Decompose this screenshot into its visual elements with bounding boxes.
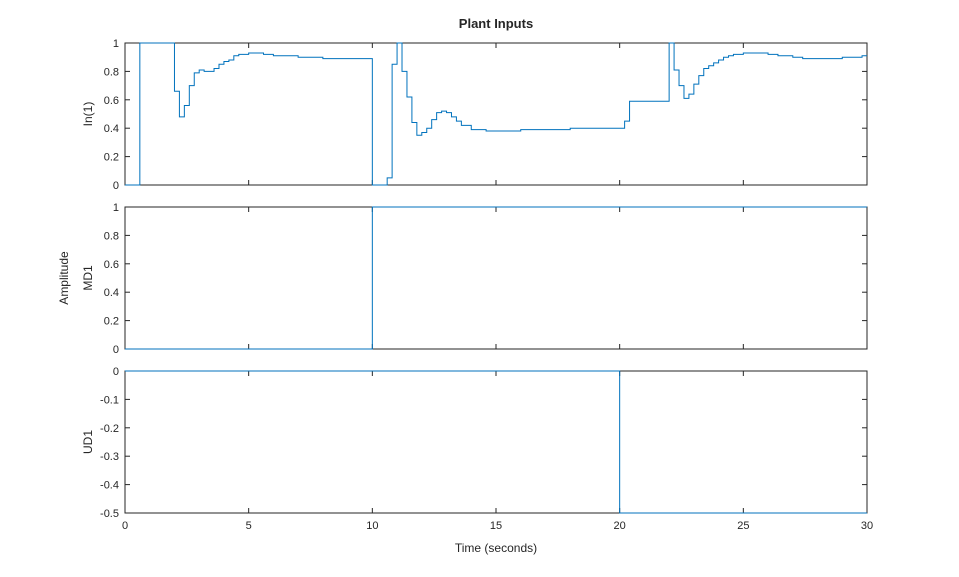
subplot-2-series-line	[125, 206, 867, 350]
x-tick-label: 5	[246, 520, 252, 532]
x-tick-label: 15	[490, 520, 502, 532]
y-tick-label: -0.4	[100, 480, 119, 492]
y-tick-label: 0.4	[104, 123, 119, 135]
subplot-1-y-label: In(1)	[81, 102, 95, 127]
x-tick-label: 30	[861, 520, 873, 532]
y-tick-label: -0.5	[100, 508, 119, 520]
subplot-2-axes-box	[124, 206, 868, 350]
x-tick-label: 10	[366, 520, 378, 532]
subplot-2-y-label: MD1	[81, 265, 95, 291]
y-tick-label: 0	[113, 180, 119, 192]
y-tick-label: 1	[113, 202, 119, 214]
y-tick-label: 0.4	[104, 287, 119, 299]
y-tick-label: 0.2	[104, 152, 119, 164]
y-tick-label: -0.3	[100, 451, 119, 463]
subplots-group: 0 0.2 0.4 0.6 0.8 1 In(1) 0 0.2 0.4 0.6 0.8 1 MD1 -0.5…	[81, 38, 873, 532]
x-axis-label: Time (seconds)	[455, 541, 537, 555]
y-tick-label: 0	[113, 344, 119, 356]
y-tick-label: 1	[113, 38, 119, 50]
subplot-1-axes-box	[124, 42, 868, 186]
x-tick-label: 25	[737, 520, 749, 532]
subplot-2: 0 0.2 0.4 0.6 0.8 1 MD1	[81, 202, 868, 356]
subplot-3-y-label: UD1	[81, 430, 95, 454]
subplot-3: -0.5 -0.4 -0.3 -0.2 -0.1 0 0 5 10 15 20 25 30 UD1	[81, 366, 873, 532]
subplot-1: 0 0.2 0.4 0.6 0.8 1 In(1)	[81, 38, 868, 192]
y-tick-label: 0.8	[104, 230, 119, 242]
subplot-3-axes-box	[124, 370, 868, 514]
y-tick-label: -0.2	[100, 423, 119, 435]
subplot-3-series-line	[125, 370, 867, 514]
y-tick-label: 0.6	[104, 259, 119, 271]
shared-y-axis-label: Amplitude	[57, 251, 71, 305]
chart-title: Plant Inputs	[459, 16, 533, 31]
y-tick-label: 0.6	[104, 95, 119, 107]
x-tick-label: 0	[122, 520, 128, 532]
y-tick-label: 0	[113, 366, 119, 378]
subplot-1-series-line	[125, 42, 867, 186]
y-tick-label: 0.8	[104, 66, 119, 78]
y-tick-label: -0.1	[100, 394, 119, 406]
y-tick-label: 0.2	[104, 316, 119, 328]
x-tick-label: 20	[614, 520, 626, 532]
